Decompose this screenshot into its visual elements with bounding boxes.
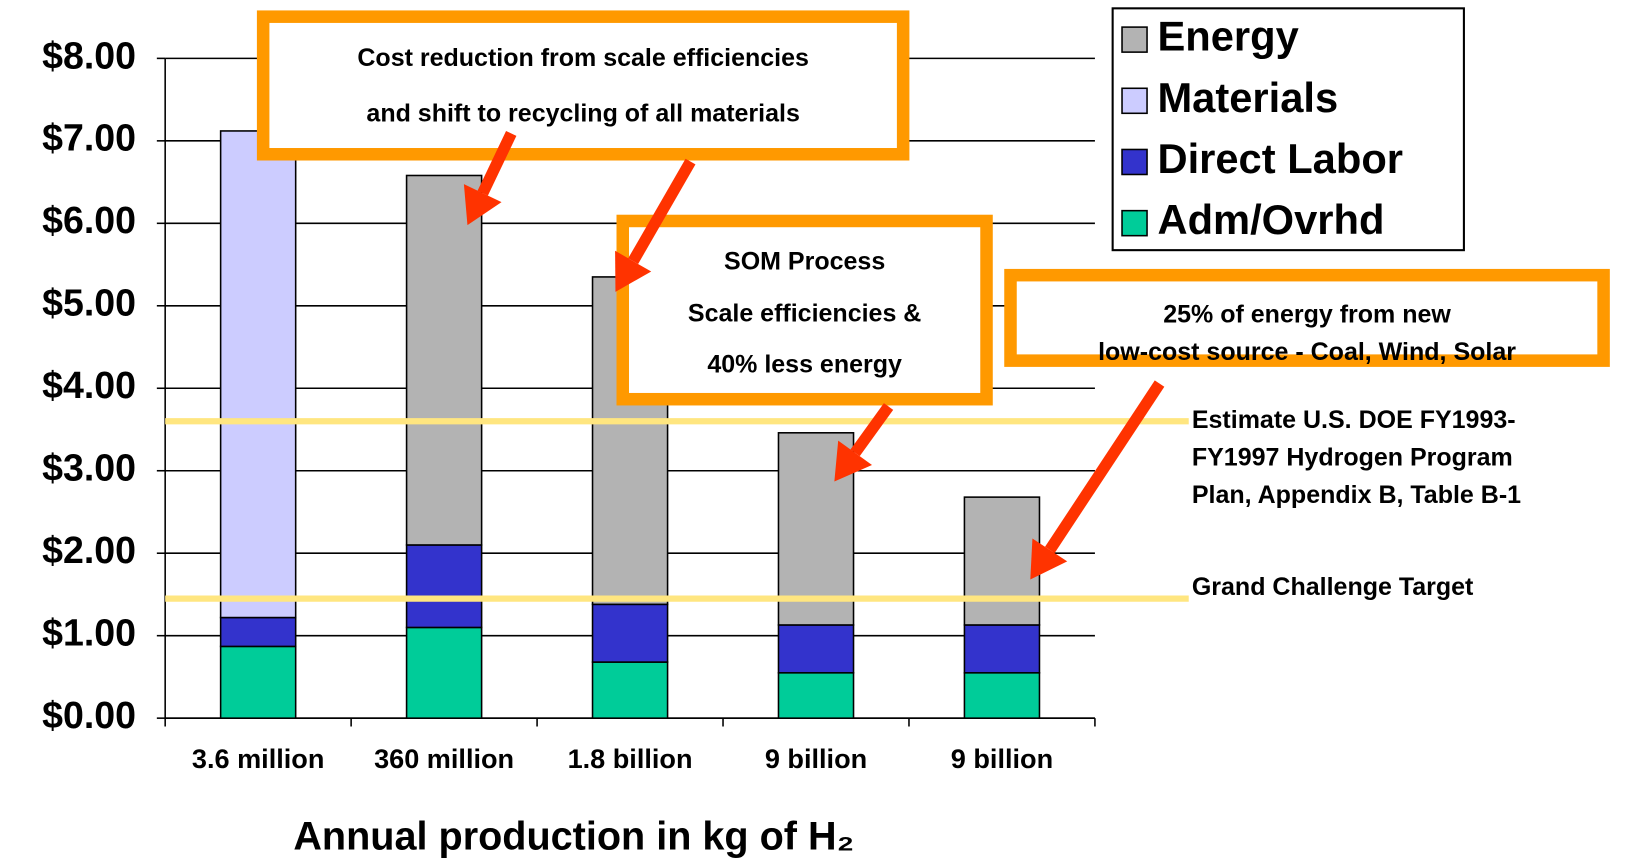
reference-label: Estimate U.S. DOE FY1993- <box>1192 406 1516 434</box>
y-tick-label: $6.00 <box>42 199 136 241</box>
annotation-text: and shift to recycling of all materials <box>366 99 799 127</box>
annotation-box <box>616 214 993 406</box>
annotation-box <box>256 10 910 161</box>
bar-segment <box>963 624 1041 674</box>
legend-swatch <box>1121 87 1148 115</box>
annotation-text: Scale efficiencies & <box>688 299 921 327</box>
bar-segment <box>219 616 297 648</box>
bar-segment <box>219 645 297 719</box>
legend-swatch <box>1121 148 1148 176</box>
annotation-text: 40% less energy <box>707 350 902 378</box>
y-tick-label: $7.00 <box>42 117 136 159</box>
x-tick-label: 9 billion <box>765 743 867 774</box>
bar-segment <box>405 626 483 719</box>
y-tick-label: $2.00 <box>42 529 136 571</box>
legend-box <box>1111 7 1465 252</box>
legend-label: Direct Labor <box>1157 135 1403 182</box>
bar-segment <box>591 603 669 663</box>
bar-segment <box>405 544 483 629</box>
legend-swatch <box>1121 209 1148 237</box>
annotation-text: Cost reduction from scale efficiencies <box>357 44 809 72</box>
bar-segment <box>591 661 669 719</box>
bar-segment <box>219 130 297 619</box>
bar-segment <box>405 174 483 546</box>
x-tick-label: 9 billion <box>951 743 1053 774</box>
legend-label: Energy <box>1157 13 1298 60</box>
y-tick-label: $8.00 <box>42 34 136 76</box>
legend-swatch <box>1121 26 1148 53</box>
legend-label: Adm/Ovrhd <box>1157 196 1384 243</box>
arrow-shaft <box>1045 380 1165 554</box>
x-tick-label: 360 million <box>374 743 514 774</box>
y-tick-label: $0.00 <box>42 694 136 736</box>
arrow-head <box>463 184 502 226</box>
y-tick-label: $5.00 <box>42 282 136 324</box>
reference-label: FY1997 Hydrogen Program <box>1192 443 1513 471</box>
annotation-text: 25% of energy from new <box>1163 300 1451 328</box>
legend-label: Materials <box>1157 74 1338 121</box>
arrow-head <box>615 250 652 292</box>
arrow-head <box>834 440 872 482</box>
annotation-text: SOM Process <box>724 247 885 275</box>
arrow-shaft <box>850 403 894 457</box>
y-tick-label: $3.00 <box>42 447 136 489</box>
annotation-box <box>1004 268 1610 367</box>
bar-segment <box>963 496 1041 626</box>
x-tick-label: 1.8 billion <box>568 743 693 774</box>
reference-label: Plan, Appendix B, Table B-1 <box>1192 481 1521 509</box>
x-axis-label: Annual production in kg of H₂ <box>293 815 854 859</box>
x-tick-label: 3.6 million <box>192 743 325 774</box>
bar-segment <box>777 624 855 674</box>
y-tick-label: $1.00 <box>42 612 136 654</box>
annotation-text: low-cost source - Coal, Wind, Solar <box>1098 338 1516 366</box>
reference-label: Grand Challenge Target <box>1192 573 1474 601</box>
bar-segment <box>777 672 855 719</box>
y-tick-label: $4.00 <box>42 364 136 406</box>
arrow-shaft <box>628 158 696 265</box>
arrow-head <box>1030 538 1068 580</box>
arrows <box>463 130 1165 580</box>
arrow-shaft <box>477 130 517 196</box>
bar-segment <box>963 672 1041 719</box>
